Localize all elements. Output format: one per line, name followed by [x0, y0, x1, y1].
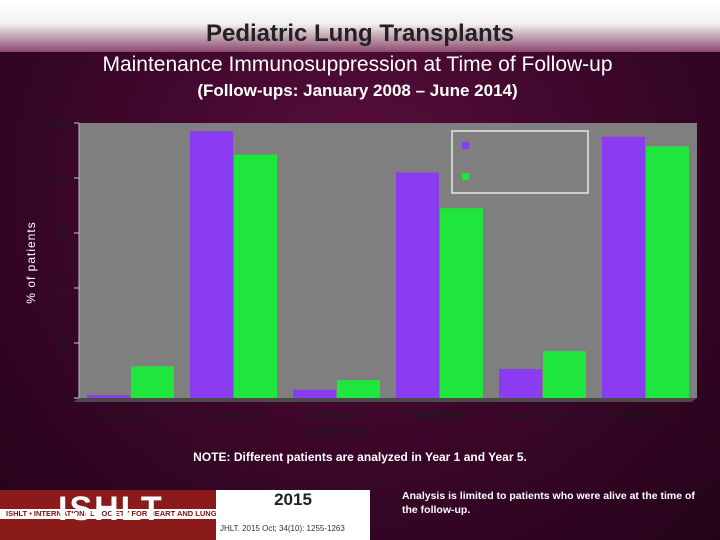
bar-chart: 0 20 40 60 80 100 % of patients Cyclosporine Tac… — [24, 117, 697, 437]
bar-2-1 — [337, 380, 380, 398]
x-tick-label: Azathioprine — [506, 408, 579, 422]
y-tick-label: 100 — [49, 117, 69, 131]
logo-band-text: ISHLT • INTERNATIONAL SOCIETY FOR HEART … — [6, 509, 216, 518]
bar-5-0 — [602, 136, 645, 398]
bar-1-0 — [190, 131, 233, 398]
legend-swatch-0 — [462, 142, 469, 149]
x-tick-label: Cyclosporine — [93, 408, 168, 422]
y-tick-label: 40 — [56, 282, 70, 296]
report-year: 2015 — [274, 490, 312, 509]
legend-box — [451, 130, 589, 194]
bar-5-1 — [646, 146, 689, 398]
y-tick-label: 60 — [56, 227, 70, 241]
analysis-note: Analysis is limited to patients who were… — [402, 490, 695, 516]
y-tick-label: 20 — [56, 337, 70, 351]
bar-0-1 — [131, 366, 174, 398]
y-tick-label: 0 — [62, 392, 69, 406]
y-tick-label: 80 — [56, 172, 70, 186]
ishlt-logo: ISHLT • INTERNATIONAL SOCIETY FOR HEART … — [0, 490, 216, 540]
year-box: 2015 JHLT. 2015 Oct; 34(10): 1255-1263 — [216, 490, 370, 540]
bar-3-0 — [396, 172, 439, 398]
bar-1-1 — [234, 154, 277, 398]
date-range-subtitle: (Follow-ups: January 2008 – June 2014) — [197, 81, 518, 100]
page-title: Pediatric Lung Transplants — [205, 20, 515, 47]
bar-3-1 — [440, 208, 483, 398]
x-tick-label: Tacrolimus — [202, 408, 264, 422]
title-band — [0, 0, 720, 52]
plot-area — [79, 123, 697, 398]
chart-note: NOTE: Different patients are analyzed in… — [193, 450, 527, 464]
bar-4-0 — [499, 369, 542, 398]
bar-2-0 — [293, 389, 336, 398]
logo-text: ISHLT — [58, 490, 164, 528]
plot-floor — [73, 398, 697, 402]
legend-swatch-1 — [462, 173, 469, 180]
page-subtitle: Maintenance Immunosuppression at Time of… — [102, 53, 613, 76]
x-tick-label: Prednisone — [613, 408, 679, 422]
y-axis-title: % of patients — [24, 221, 38, 303]
citation: JHLT. 2015 Oct; 34(10): 1255-1263 — [220, 524, 345, 533]
bar-4-1 — [543, 351, 586, 398]
x-tick-label: Sirolimus/Everolimus — [304, 408, 368, 437]
logo-band: ISHLT • INTERNATIONAL SOCIETY FOR HEART … — [0, 509, 216, 519]
x-tick-label: MMF/MPA — [410, 408, 469, 422]
bar-0-0 — [87, 395, 130, 398]
